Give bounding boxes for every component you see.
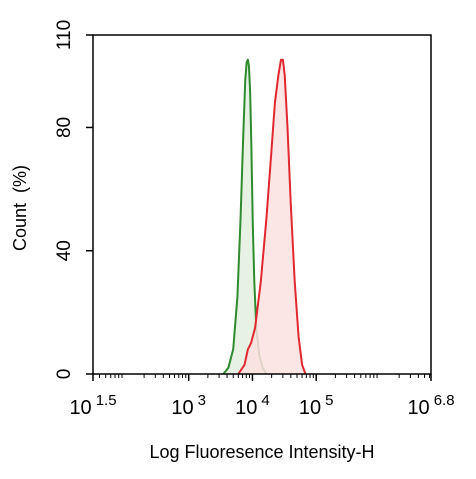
series-1-fill	[223, 59, 267, 374]
x-axis-ticks: 10 1.5 10 3 10 4 10 5 10 6.8	[69, 374, 455, 419]
x-tick-label: 10 6.8	[407, 392, 454, 419]
y-tick-label: 40	[54, 240, 75, 261]
plot-frame	[92, 34, 432, 375]
y-axis-ticks: 0 40 80 110	[54, 20, 93, 379]
y-axis-label: Count (%)	[10, 165, 30, 251]
x-axis-label: Log Fluoresence Intensity-H	[149, 442, 374, 462]
y-tick-label: 80	[54, 117, 75, 138]
x-tick-label: 10 4	[235, 392, 270, 419]
x-tick-label: 10 5	[299, 392, 334, 419]
y-tick-label: 0	[54, 369, 75, 380]
series-2-fill	[238, 59, 306, 374]
y-tick-label: 110	[54, 20, 75, 50]
x-tick-label: 10 3	[171, 392, 206, 419]
series-layer	[222, 58, 307, 375]
series-2-line	[237, 58, 307, 375]
x-tick-label: 10 1.5	[69, 392, 116, 419]
